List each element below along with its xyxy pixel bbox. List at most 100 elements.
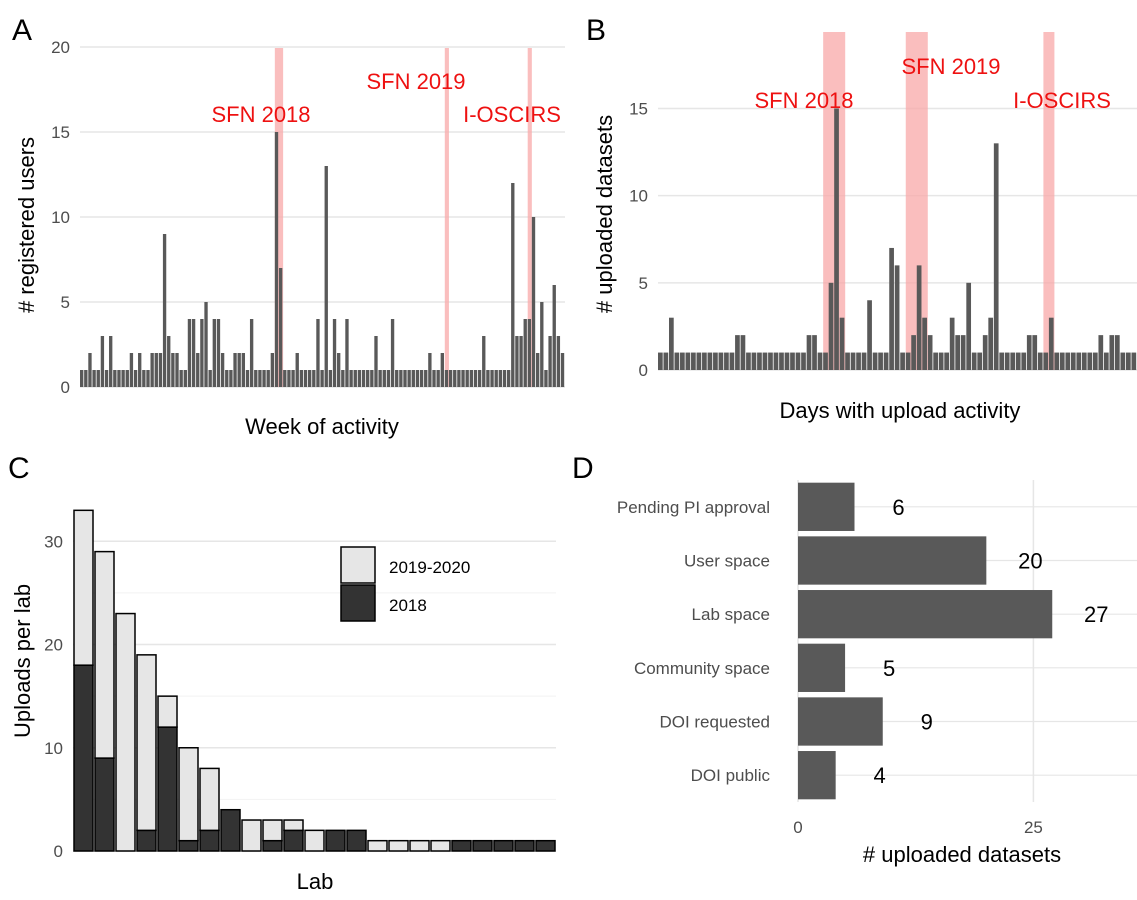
- bar-b: [949, 317, 955, 370]
- y-tick-label-a: 20: [51, 38, 70, 57]
- bar-a: [129, 353, 134, 387]
- bar-d: [798, 643, 846, 692]
- y-tick-label-b: 15: [629, 99, 648, 118]
- legend-label-2018: 2018: [389, 596, 427, 615]
- bar-a: [465, 370, 469, 387]
- bar-a: [196, 353, 200, 387]
- y-tick-label-b: 0: [639, 361, 648, 380]
- bar-a: [511, 183, 515, 387]
- bar-a: [332, 319, 337, 387]
- bar-b: [713, 352, 718, 370]
- bar-c-2019-2020: [409, 839, 430, 852]
- x-ticks-d: 0 25: [793, 818, 1043, 837]
- x-tick-label-d: 25: [1024, 818, 1043, 837]
- bar-a: [312, 370, 316, 387]
- bar-b: [685, 352, 691, 370]
- highlight-labels-b: SFN 2018 SFN 2019 I-OSCIRS: [754, 54, 1110, 113]
- bar-c-2019-2020: [262, 819, 283, 842]
- bar-a: [204, 302, 208, 387]
- bar-b: [1070, 352, 1076, 370]
- bar-a: [370, 370, 374, 387]
- bar-a: [457, 370, 461, 387]
- value-label-d: 20: [1018, 549, 1042, 574]
- bar-a: [357, 370, 362, 387]
- bar-c-2019-2020: [367, 839, 388, 852]
- bar-b: [823, 352, 828, 370]
- bar-c-2019-2020: [283, 819, 304, 832]
- bar-a: [527, 319, 532, 387]
- category-label-d: Community space: [634, 659, 770, 678]
- panel-c: C 0 10 20 30 2019-2020 2018 Lab Uploads per…: [8, 452, 556, 894]
- bar-a: [113, 370, 117, 387]
- y-tick-label-a: 15: [51, 123, 70, 142]
- bar-b: [1021, 352, 1027, 370]
- x-axis-label-a: Week of activity: [245, 414, 399, 439]
- bar-b: [801, 352, 806, 370]
- y-tick-label-a: 0: [61, 378, 70, 397]
- bar-a: [448, 370, 453, 387]
- bar-b: [916, 265, 922, 370]
- bar-a: [150, 353, 154, 387]
- bar-b: [795, 352, 801, 370]
- highlight-label-b-2: I-OSCIRS: [1013, 88, 1111, 113]
- value-label-d: 9: [921, 710, 933, 735]
- bar-b: [1092, 352, 1098, 370]
- bar-a: [490, 370, 494, 387]
- value-label-d: 4: [874, 763, 886, 788]
- bar-a: [519, 336, 523, 387]
- bar-a: [109, 336, 113, 387]
- bar-a: [374, 336, 378, 387]
- bar-b: [900, 352, 905, 370]
- bar-a: [544, 370, 548, 387]
- legend-swatch-2019-2020: [340, 546, 376, 584]
- bar-b: [977, 352, 983, 370]
- y-tick-label-c: 0: [54, 842, 63, 861]
- bar-b: [856, 352, 861, 370]
- legend-label-2019-2020: 2019-2020: [389, 558, 470, 577]
- bar-b: [806, 335, 812, 370]
- bar-a: [444, 370, 449, 387]
- bar-b: [1026, 335, 1032, 370]
- y-tick-label-a: 10: [51, 208, 70, 227]
- bar-c-2019-2020: [178, 747, 199, 842]
- bar-a: [220, 353, 225, 387]
- bar-a: [523, 319, 527, 387]
- bar-a: [424, 370, 428, 387]
- bar-b: [1098, 335, 1104, 370]
- bar-b: [1131, 352, 1137, 370]
- bar-b: [1043, 352, 1049, 370]
- bar-b: [757, 352, 762, 370]
- bar-b: [938, 352, 944, 370]
- bar-c-2018: [346, 829, 367, 852]
- bar-b: [812, 335, 817, 370]
- bar-a: [378, 370, 382, 387]
- bar-b: [828, 282, 834, 370]
- bar-c-2019-2020: [136, 654, 157, 832]
- bar-b: [784, 352, 790, 370]
- bar-b: [872, 352, 878, 370]
- bar-c-2019-2020: [241, 819, 262, 852]
- bar-a: [345, 319, 349, 387]
- panel-b: B 0 5 10 15 SFN 2018 SFN 2019 I-OSCIRS Days w…: [586, 14, 1137, 423]
- bar-a: [162, 234, 167, 387]
- bar-a: [328, 370, 333, 387]
- y-ticks-c: 0 10 20 30: [44, 532, 63, 861]
- bar-b: [746, 352, 751, 370]
- y-tick-label-c: 10: [44, 739, 63, 758]
- highlight-label-a-0: SFN 2018: [211, 102, 310, 127]
- y-tick-label-b: 10: [629, 187, 648, 206]
- bar-a: [341, 370, 345, 387]
- panel-d: D Pending PI approval User space Lab space…: [572, 452, 1137, 867]
- bar-a: [291, 370, 295, 387]
- bar-a: [498, 370, 503, 387]
- bar-b: [729, 352, 735, 370]
- x-axis-label-d: # uploaded datasets: [863, 842, 1061, 867]
- bar-b: [944, 352, 950, 370]
- bar-a: [411, 370, 415, 387]
- bar-b: [702, 352, 707, 370]
- bars-a: [80, 132, 565, 387]
- bar-a: [133, 370, 138, 387]
- bar-b: [845, 352, 850, 370]
- bar-d: [798, 751, 836, 800]
